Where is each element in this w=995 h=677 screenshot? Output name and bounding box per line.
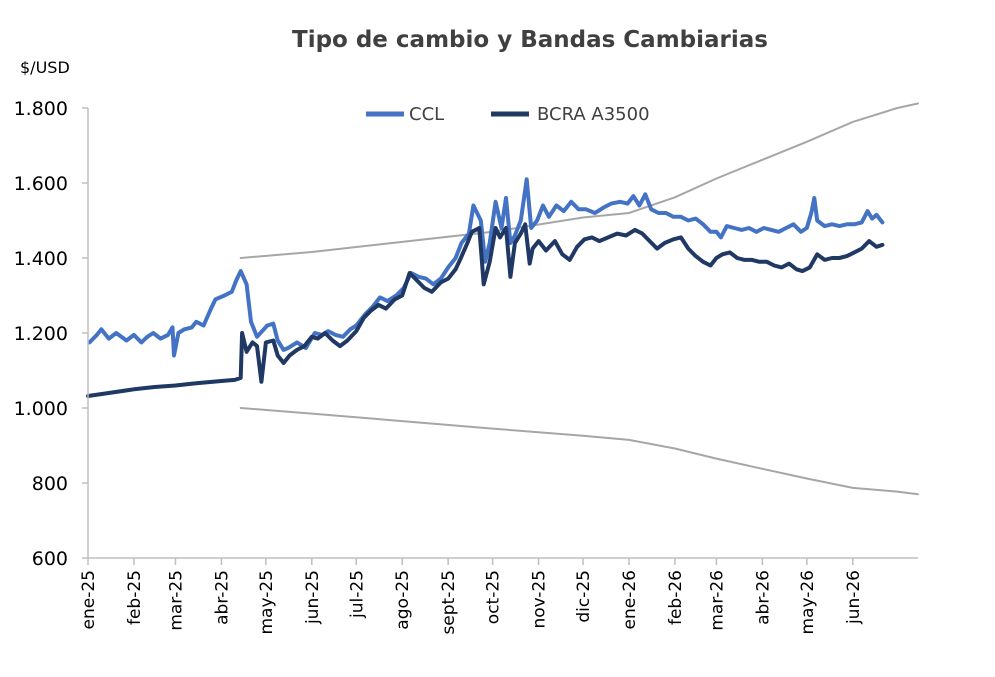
x-tick-label: feb-25	[125, 570, 145, 625]
y-tick-label: 800	[32, 473, 68, 495]
x-tick-label: ene-25	[79, 570, 99, 629]
x-tick-label: abr-26	[753, 570, 773, 625]
legend: CCL BCRA A3500	[366, 104, 650, 125]
x-tick-label: mar-25	[166, 570, 186, 631]
x-tick-label: oct-25	[484, 570, 504, 624]
series-line-bcra-a3500	[86, 222, 885, 398]
x-tick-label: abr-25	[212, 570, 232, 625]
y-tick-label: 1.400	[14, 248, 68, 270]
legend-bcra-a3500-label: BCRA A3500	[537, 104, 650, 125]
series-line-ccl	[87, 177, 885, 358]
x-tick-label: jun-26	[844, 570, 864, 625]
upper-band-line	[239, 102, 919, 259]
x-tick-label: dic-25	[574, 570, 594, 623]
y-tick-label: 1.000	[14, 398, 68, 420]
x-tick-label: sept-25	[439, 570, 459, 635]
x-tick-label: jun-25	[303, 570, 323, 625]
chart-title: Tipo de cambio y Bandas Cambiarias	[292, 27, 768, 53]
y-tick-label: 1.600	[14, 173, 68, 195]
x-tick-label: feb-26	[666, 570, 686, 625]
y-tick-label: 1.200	[14, 323, 68, 345]
x-tick-label: ene-26	[620, 570, 640, 629]
series-layer	[86, 102, 919, 496]
y-tick-label: 600	[32, 548, 68, 570]
y-axis-unit-label: $/USD	[20, 58, 70, 77]
x-tick-label: jul-25	[347, 570, 367, 619]
x-tick-label: ago-25	[393, 570, 413, 630]
x-tick-label: nov-25	[530, 570, 550, 629]
x-tick-label: mar-26	[707, 570, 727, 631]
legend-ccl-label: CCL	[409, 104, 444, 125]
y-ticks: 600 800 1.000 1.200 1.400 1.600 1.800	[14, 98, 88, 570]
y-tick-label: 1.800	[14, 98, 68, 120]
x-tick-label: may-25	[257, 570, 277, 635]
lower-band-line	[239, 407, 919, 496]
x-tick-label: may-26	[798, 570, 818, 635]
x-ticks: ene-25 feb-25 mar-25 abr-25 may-25 jun-25 jul-…	[79, 558, 864, 635]
